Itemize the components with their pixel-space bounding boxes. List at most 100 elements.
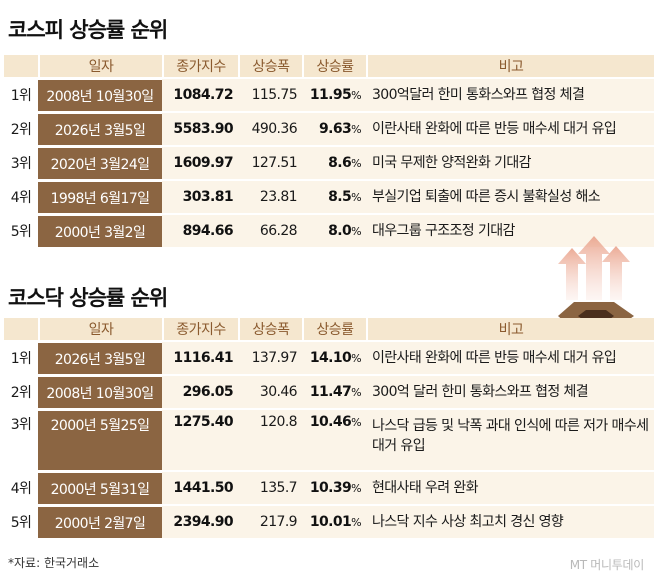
percent-unit: % <box>351 225 361 238</box>
date-cell: 2020년 3월24일 <box>38 145 162 179</box>
date-cell: 2000년 3월2일 <box>38 213 162 247</box>
rate-value: 10.01 <box>309 514 352 530</box>
change-cell: 66.28 <box>238 213 302 247</box>
rate-cell: 10.39% <box>302 470 366 504</box>
table-row: 2위 2026년 3월5일 5583.90 490.36 9.63% 이란사태 … <box>4 111 654 145</box>
rank-cell: 3위 <box>4 408 38 470</box>
percent-unit: % <box>351 352 361 365</box>
percent-unit: % <box>351 482 361 495</box>
header-rate: 상승률 <box>302 55 366 77</box>
rate-value: 11.95 <box>309 87 352 103</box>
header-note: 비고 <box>366 55 654 77</box>
note-cell: 현대사태 우려 완화 <box>366 470 654 504</box>
change-cell: 490.36 <box>238 111 302 145</box>
kosdaq-title: 코스닥 상승률 순위 <box>8 286 168 310</box>
rank-cell: 2위 <box>4 111 38 145</box>
header-date: 일자 <box>38 55 162 77</box>
kospi-table: 일자 종가지수 상승폭 상승률 비고 1위 2008년 10월30일 1084.… <box>4 55 654 247</box>
percent-unit: % <box>351 416 361 429</box>
note-cell: 300억달러 한미 통화스와프 협정 체결 <box>366 77 654 111</box>
rate-cell: 11.47% <box>302 374 366 408</box>
rate-value: 9.63 <box>318 121 352 137</box>
rate-cell: 8.5% <box>302 179 366 213</box>
header-change: 상승폭 <box>238 318 302 340</box>
note-cell: 300억 달러 한미 통화스와프 협정 체결 <box>366 374 654 408</box>
percent-unit: % <box>351 157 361 170</box>
note-cell: 부실기업 퇴출에 따른 증시 불확실성 해소 <box>366 179 654 213</box>
rate-cell: 10.46% <box>302 408 366 470</box>
rate-cell: 9.63% <box>302 111 366 145</box>
close-cell: 894.66 <box>162 213 238 247</box>
rate-cell: 11.95% <box>302 77 366 111</box>
change-cell: 127.51 <box>238 145 302 179</box>
rate-cell: 10.01% <box>302 504 366 538</box>
table-row: 5위 2000년 3월2일 894.66 66.28 8.0% 대우그룹 구조조… <box>4 213 654 247</box>
note-cell: 대우그룹 구조조정 기대감 <box>366 213 654 247</box>
percent-unit: % <box>351 191 361 204</box>
table-row: 5위 2000년 2월7일 2394.90 217.9 10.01% 나스닥 지… <box>4 504 654 538</box>
date-cell: 1998년 6월17일 <box>38 179 162 213</box>
rank-cell: 4위 <box>4 470 38 504</box>
date-cell: 2000년 5월25일 <box>38 408 162 470</box>
rank-cell: 1위 <box>4 77 38 111</box>
close-cell: 2394.90 <box>162 504 238 538</box>
table-row: 4위 2000년 5월31일 1441.50 135.7 10.39% 현대사태… <box>4 470 654 504</box>
rate-value: 14.10 <box>309 350 352 366</box>
header-rank <box>4 55 38 77</box>
rank-cell: 5위 <box>4 504 38 538</box>
change-cell: 120.8 <box>238 408 302 470</box>
close-cell: 1084.72 <box>162 77 238 111</box>
date-cell: 2008년 10월30일 <box>38 374 162 408</box>
percent-unit: % <box>351 123 361 136</box>
rate-cell: 8.0% <box>302 213 366 247</box>
kospi-title: 코스피 상승률 순위 <box>8 18 168 42</box>
rate-value: 10.46 <box>309 414 352 430</box>
kosdaq-table: 일자 종가지수 상승폭 상승률 비고 1위 2026년 3월5일 1116.41… <box>4 318 654 538</box>
rate-value: 10.39 <box>309 480 352 496</box>
kospi-header-row: 일자 종가지수 상승폭 상승률 비고 <box>4 55 654 77</box>
change-cell: 23.81 <box>238 179 302 213</box>
rate-value: 8.6 <box>328 155 352 171</box>
rank-cell: 4위 <box>4 179 38 213</box>
change-cell: 115.75 <box>238 77 302 111</box>
table-row: 3위 2020년 3월24일 1609.97 127.51 8.6% 미국 무제… <box>4 145 654 179</box>
table-row: 1위 2026년 3월5일 1116.41 137.97 14.10% 이란사태… <box>4 340 654 374</box>
close-cell: 1116.41 <box>162 340 238 374</box>
percent-unit: % <box>351 516 361 529</box>
note-cell: 이란사태 완화에 따른 반등 매수세 대거 유입 <box>366 111 654 145</box>
date-cell: 2000년 2월7일 <box>38 504 162 538</box>
rank-cell: 2위 <box>4 374 38 408</box>
change-cell: 135.7 <box>238 470 302 504</box>
percent-unit: % <box>351 386 361 399</box>
header-rank <box>4 318 38 340</box>
close-cell: 1609.97 <box>162 145 238 179</box>
rate-cell: 8.6% <box>302 145 366 179</box>
table-row: 1위 2008년 10월30일 1084.72 115.75 11.95% 30… <box>4 77 654 111</box>
header-rate: 상승률 <box>302 318 366 340</box>
header-close: 종가지수 <box>162 318 238 340</box>
close-cell: 296.05 <box>162 374 238 408</box>
note-cell: 나스닥 지수 사상 최고치 경신 영향 <box>366 504 654 538</box>
header-change: 상승폭 <box>238 55 302 77</box>
header-close: 종가지수 <box>162 55 238 77</box>
date-cell: 2000년 5월31일 <box>38 470 162 504</box>
brand-logo: MT 머니투데이 <box>569 558 645 572</box>
note-cell: 미국 무제한 양적완화 기대감 <box>366 145 654 179</box>
close-cell: 303.81 <box>162 179 238 213</box>
header-note: 비고 <box>366 318 654 340</box>
close-cell: 1275.40 <box>162 408 238 470</box>
rank-cell: 5위 <box>4 213 38 247</box>
kosdaq-header-row: 일자 종가지수 상승폭 상승률 비고 <box>4 318 654 340</box>
rate-value: 8.5 <box>328 189 352 205</box>
note-cell: 나스닥 급등 및 낙폭 과대 인식에 따른 저가 매수세 대거 유입 <box>366 408 654 470</box>
rank-cell: 1위 <box>4 340 38 374</box>
change-cell: 30.46 <box>238 374 302 408</box>
rank-cell: 3위 <box>4 145 38 179</box>
table-row: 3위 2000년 5월25일 1275.40 120.8 10.46% 나스닥 … <box>4 408 654 470</box>
table-row: 4위 1998년 6월17일 303.81 23.81 8.5% 부실기업 퇴출… <box>4 179 654 213</box>
percent-unit: % <box>351 89 361 102</box>
date-cell: 2026년 3월5일 <box>38 111 162 145</box>
note-cell: 이란사태 완화에 따른 반등 매수세 대거 유입 <box>366 340 654 374</box>
change-cell: 137.97 <box>238 340 302 374</box>
rate-value: 8.0 <box>328 223 352 239</box>
